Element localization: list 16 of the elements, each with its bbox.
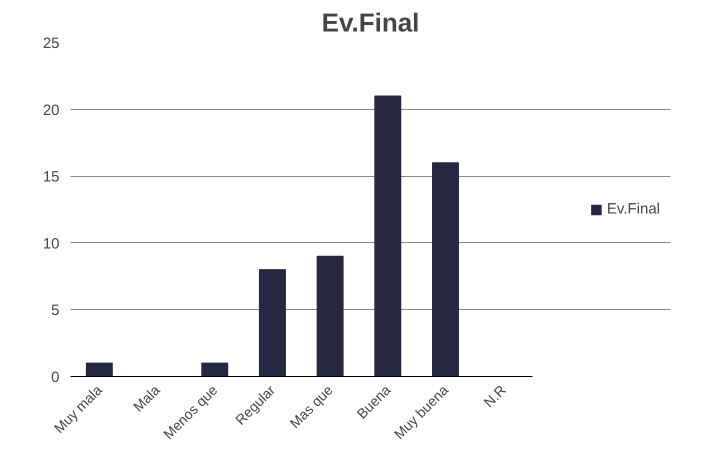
y-tick-label: 25 [42,35,60,52]
y-tick-label: 15 [42,168,60,186]
y-tick-label: 10 [42,235,60,252]
bar [374,95,402,376]
y-tick-label: 5 [51,302,60,320]
y-tick-label: 20 [42,102,60,119]
bar [432,162,459,376]
bar [201,362,228,376]
x-tick-label: N.R [480,382,509,410]
bar [86,362,113,376]
chart-title: Ev.Final [322,8,420,38]
bar [316,256,344,376]
y-tick-label: 0 [51,369,60,386]
x-tick-label: Mas que [286,382,336,432]
bar [258,269,286,376]
legend-label: Ev.Final [606,200,660,218]
